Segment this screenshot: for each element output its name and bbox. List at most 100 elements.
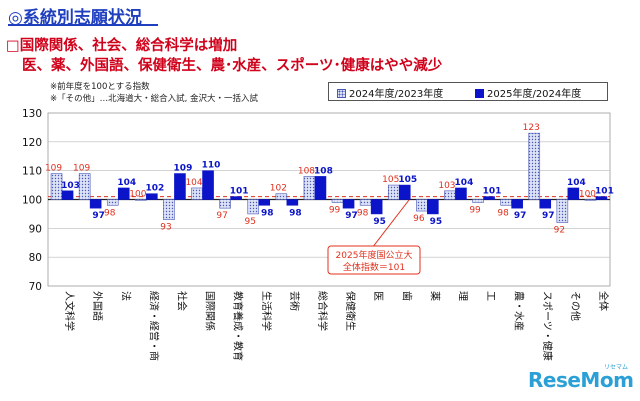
- data-label-2024: 123: [523, 123, 540, 133]
- x-category-label: 外国語: [91, 291, 104, 321]
- data-label-2025: 103: [61, 181, 80, 191]
- x-category-label: 工: [485, 291, 496, 301]
- bar-2025: [314, 176, 327, 200]
- bar-2025: [539, 199, 552, 209]
- data-label-2024: 98: [104, 208, 116, 218]
- x-category-label: 人文科学: [63, 291, 76, 331]
- bar-2025: [117, 187, 130, 200]
- data-label-2025: 105: [398, 175, 417, 185]
- callout-line1: 2025年度国公立大: [336, 249, 413, 261]
- bar-2024: [359, 199, 372, 206]
- x-category-label: スポーツ・健康: [541, 291, 554, 361]
- bar-2024: [331, 199, 344, 203]
- bar-2024: [219, 199, 231, 209]
- bar-2024: [416, 199, 428, 212]
- y-tick-label: 100: [22, 195, 42, 207]
- x-category-label: 総合科学: [316, 291, 329, 331]
- data-label-2025: 97: [542, 211, 555, 221]
- bar-2025: [427, 199, 439, 215]
- title-underline: [8, 24, 158, 26]
- bar-2025: [455, 187, 467, 200]
- data-label-2024: 109: [73, 164, 90, 174]
- bar-2024: [163, 199, 175, 220]
- bar-2024: [444, 190, 456, 200]
- x-category-label: 社会: [175, 291, 188, 311]
- resemom-logo-small: リセマム: [604, 364, 629, 371]
- data-label-2025: 101: [230, 187, 249, 197]
- data-label-2025: 102: [145, 184, 164, 194]
- bar-2024: [303, 176, 316, 200]
- data-label-2025: 101: [595, 187, 614, 197]
- bar-2025: [258, 199, 271, 206]
- x-category-label: 歯: [400, 291, 413, 301]
- data-label-2025: 97: [514, 211, 527, 221]
- data-label-2024: 93: [160, 223, 171, 233]
- data-label-2024: 100: [579, 190, 596, 200]
- callout-box: [327, 245, 421, 275]
- bar-2025: [230, 196, 242, 200]
- x-category-label: 保健衛生: [344, 291, 357, 331]
- data-label-2024: 96: [413, 214, 425, 224]
- y-tick-label: 70: [29, 281, 42, 293]
- data-label-2024: 97: [216, 211, 227, 221]
- legend-item-2025: 2025年度/2024年度: [475, 85, 581, 100]
- bar-2025: [595, 196, 608, 200]
- y-tick-label: 130: [22, 108, 42, 120]
- bar-2024: [584, 199, 597, 201]
- bar-2024: [472, 199, 484, 203]
- data-label-2025: 108: [314, 166, 333, 176]
- data-label-2025: 97: [345, 211, 358, 221]
- bar-2024: [78, 173, 91, 200]
- chart-legend: 2024年度/2023年度 2025年度/2024年度: [328, 82, 608, 101]
- data-label-2025: 98: [289, 208, 302, 218]
- data-label-2025: 101: [483, 187, 502, 197]
- data-label-2025: 104: [567, 178, 586, 188]
- legend-label-2024: 2024年度/2023年度: [349, 89, 444, 100]
- bar-2025: [202, 170, 214, 200]
- x-category-label: 理: [456, 291, 468, 301]
- bar-2024: [528, 132, 541, 200]
- note-other: ※「その他」…北海道大・総合入試, 金沢大・一括入試: [50, 94, 259, 104]
- data-label-2025: 104: [455, 178, 474, 188]
- data-label-2024: 105: [382, 175, 399, 185]
- x-category-label: 生活科学: [260, 291, 273, 331]
- y-tick-label: 120: [22, 137, 42, 149]
- bar-2024: [556, 199, 569, 223]
- bar-2025: [370, 199, 383, 215]
- data-label-2024: 99: [329, 205, 341, 215]
- bar-2024: [500, 199, 512, 206]
- data-label-2025: 104: [117, 178, 136, 188]
- bar-2025: [483, 196, 495, 200]
- bar-2025: [61, 190, 74, 200]
- y-tick-label: 110: [22, 166, 42, 178]
- legend-item-2024: 2024年度/2023年度: [337, 85, 443, 100]
- subtitle-increase: □国際関係、社会、総合科学は増加: [6, 38, 238, 54]
- data-label-2024: 103: [438, 181, 455, 191]
- bar-2025: [567, 187, 580, 200]
- data-label-2024: 98: [357, 208, 369, 218]
- callout-pointer: [371, 199, 410, 249]
- bar-2025: [398, 184, 411, 200]
- page-title: ◎系統別志願状況: [8, 8, 142, 28]
- data-label-2024: 98: [497, 208, 509, 218]
- bar-2024: [50, 173, 63, 200]
- bar-2025: [286, 199, 299, 206]
- data-label-2024: 95: [245, 217, 256, 227]
- legend-label-2025: 2025年度/2024年度: [487, 89, 582, 100]
- bar-2024: [135, 199, 147, 201]
- y-tick-label: 80: [29, 252, 42, 264]
- x-category-label: その他: [569, 291, 582, 321]
- x-category-label: 国際関係: [204, 291, 216, 331]
- bar-2024: [247, 199, 260, 215]
- resemom-logo: ReseMom: [528, 368, 634, 392]
- data-label-2025: 110: [202, 161, 221, 171]
- x-category-label: 経済・経営・商: [147, 291, 160, 361]
- bar-2025: [146, 193, 158, 200]
- x-category-label: 法: [119, 291, 132, 301]
- bar-2025: [89, 199, 102, 209]
- callout-line2: 全体指数＝101: [343, 261, 405, 273]
- x-category-label: 全体: [597, 291, 610, 311]
- data-label-2024: 102: [270, 184, 287, 194]
- subtitle-decrease: 医、薬、外国語、保健衛生、農･水産、スポーツ･健康はやや減少: [22, 58, 443, 74]
